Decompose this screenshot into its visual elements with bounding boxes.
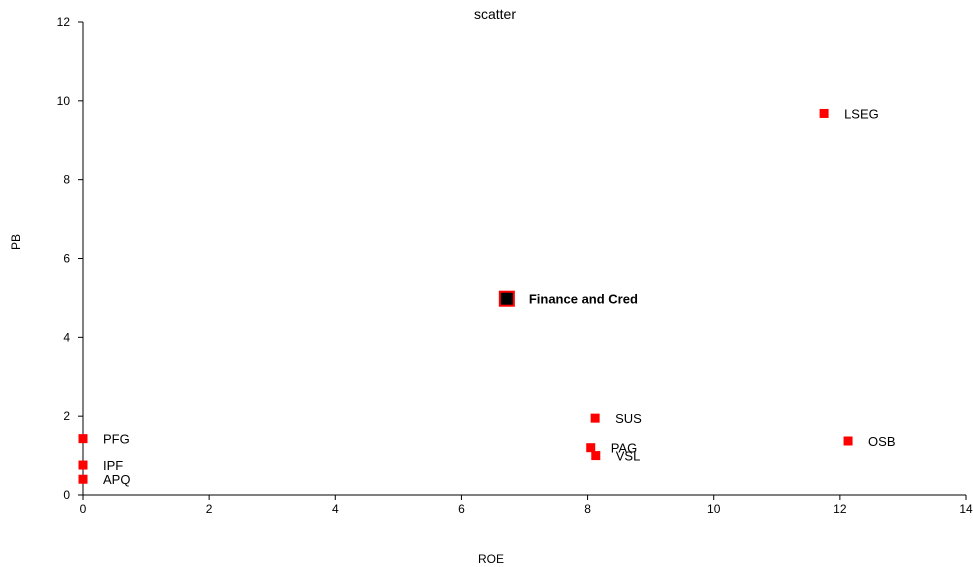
y-tick-label: 10 [57, 94, 71, 108]
point-label: PFG [103, 432, 130, 447]
x-tick-label: 6 [458, 502, 465, 516]
y-tick-label: 4 [63, 330, 70, 344]
x-tick-label: 14 [959, 502, 973, 516]
point-label: SUS [615, 411, 642, 426]
y-axis-title: PB [9, 234, 23, 250]
point-label: Finance and Cred [529, 292, 638, 307]
y-tick-label: 12 [57, 15, 71, 29]
chart-title: scatter [474, 6, 516, 22]
point-marker [819, 108, 829, 118]
y-tick-label: 6 [63, 252, 70, 266]
x-tick-label: 2 [206, 502, 213, 516]
point-marker [78, 434, 88, 444]
point-label: LSEG [844, 106, 879, 121]
point-marker [78, 460, 88, 470]
point-marker [586, 443, 596, 453]
x-tick-label: 10 [707, 502, 721, 516]
point-label: APQ [103, 472, 130, 487]
point-label: IPF [103, 458, 123, 473]
x-tick-label: 8 [584, 502, 591, 516]
x-tick-label: 12 [833, 502, 847, 516]
x-tick-label: 0 [80, 502, 87, 516]
y-tick-label: 8 [63, 173, 70, 187]
point-marker [843, 436, 853, 446]
x-tick-label: 4 [332, 502, 339, 516]
x-axis-title: ROE [478, 552, 504, 566]
point-marker [590, 413, 600, 423]
point-marker [591, 451, 601, 461]
point-label: VSL [616, 449, 641, 464]
point-marker-highlight [498, 290, 515, 307]
y-tick-label: 0 [63, 488, 70, 502]
y-tick-label: 2 [63, 409, 70, 423]
point-label: PAG [611, 441, 638, 456]
axes: 0 2 4 6 8 10 12 14 0 2 4 6 8 10 12 [57, 15, 973, 516]
point-label: OSB [868, 434, 895, 449]
point-marker [78, 474, 88, 484]
